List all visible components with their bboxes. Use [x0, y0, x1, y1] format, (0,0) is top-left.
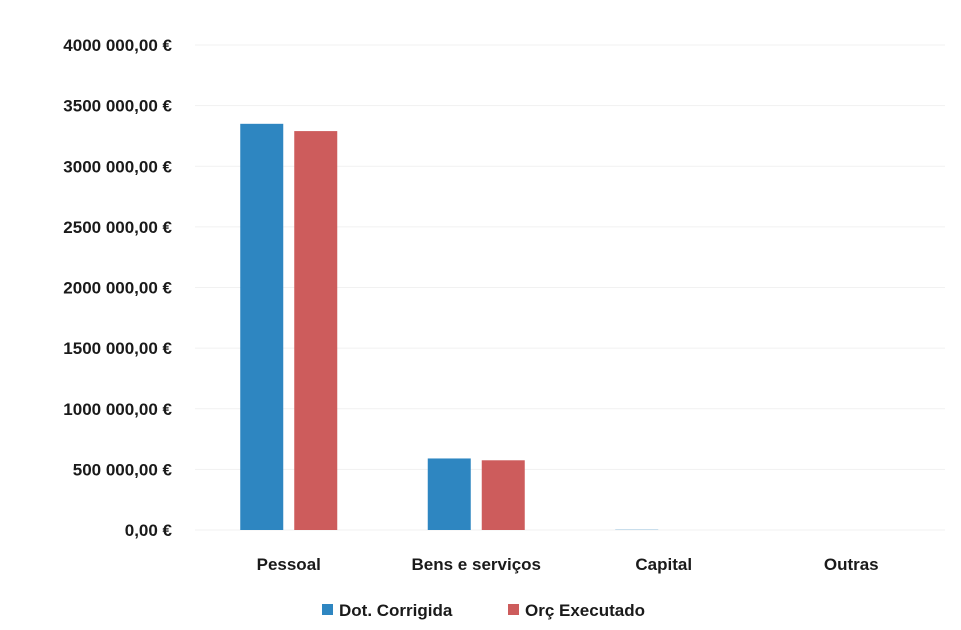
- y-tick-label: 3000 000,00 €: [63, 157, 172, 176]
- bars: [240, 123, 659, 530]
- y-axis: 0,00 € 500 000,00 € 1000 000,00 € 1500 000,…: [63, 36, 172, 540]
- y-tick-label: 500 000,00 €: [73, 460, 173, 479]
- y-tick-label: 1500 000,00 €: [63, 339, 172, 358]
- y-tick-label: 2500 000,00 €: [63, 218, 172, 237]
- y-tick-label: 2000 000,00 €: [63, 279, 172, 298]
- bar-orc-executado: [294, 131, 338, 530]
- y-tick-label: 1000 000,00 €: [63, 400, 172, 419]
- bar-dot-corrigida: [240, 123, 284, 530]
- x-tick-label: Outras: [824, 555, 879, 574]
- legend-swatch: [322, 604, 333, 615]
- bar-dot-corrigida: [427, 458, 471, 530]
- legend-label: Orç Executado: [525, 601, 645, 620]
- y-tick-label: 0,00 €: [125, 521, 173, 540]
- legend-label: Dot. Corrigida: [339, 601, 453, 620]
- legend: Dot. Corrigida Orç Executado: [322, 601, 645, 620]
- x-tick-label: Pessoal: [257, 555, 321, 574]
- bar-orc-executado: [481, 460, 525, 530]
- legend-swatch: [508, 604, 519, 615]
- x-tick-label: Bens e serviços: [412, 555, 541, 574]
- y-tick-label: 4000 000,00 €: [63, 36, 172, 55]
- x-tick-label: Capital: [635, 555, 692, 574]
- x-axis: Pessoal Bens e serviços Capital Outras: [257, 555, 879, 574]
- y-tick-label: 3500 000,00 €: [63, 97, 172, 116]
